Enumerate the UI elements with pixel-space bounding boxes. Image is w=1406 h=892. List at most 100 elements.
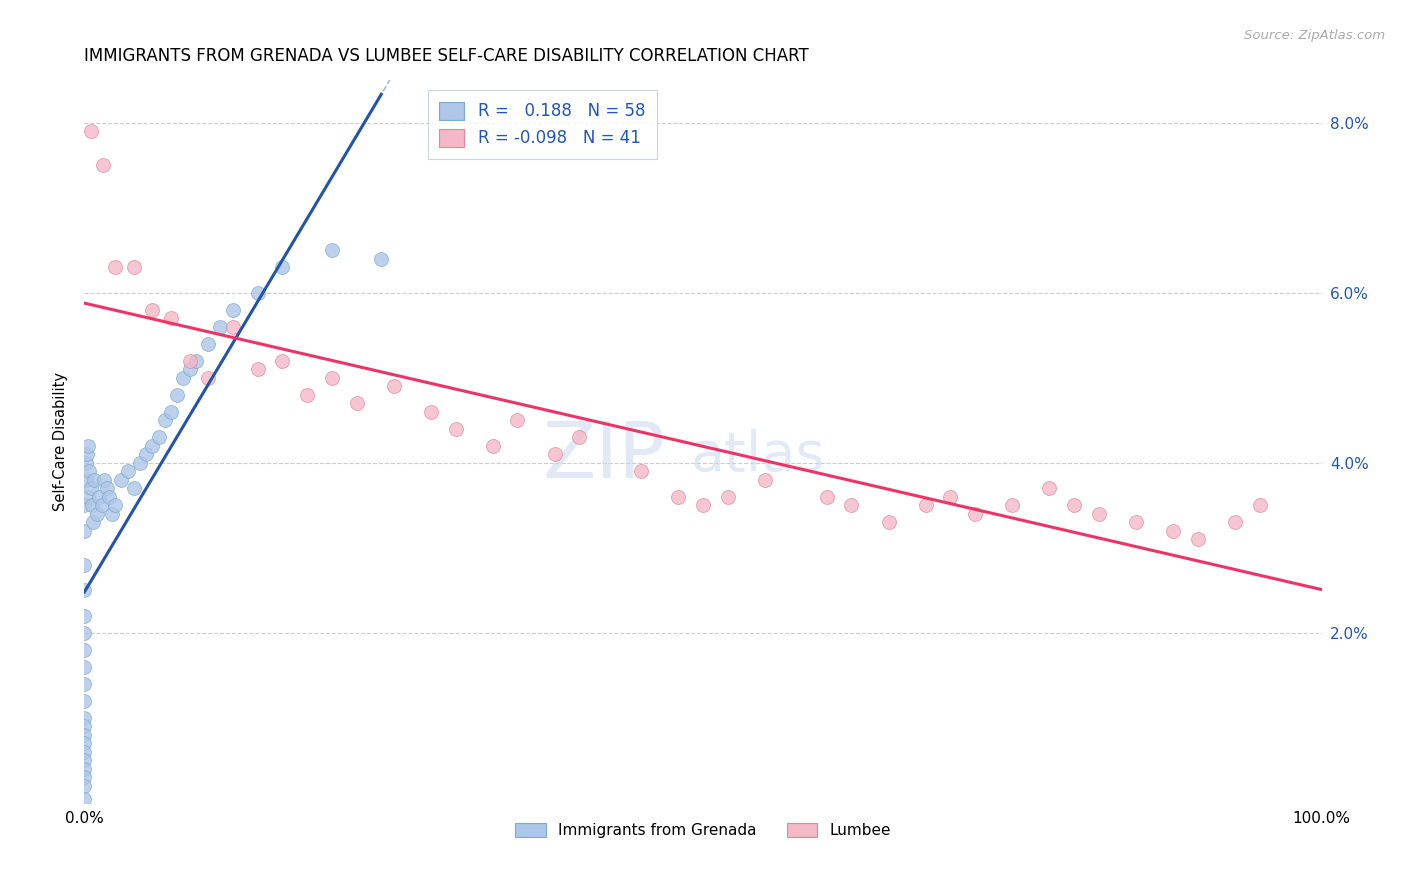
- Point: [271, 260, 294, 275]
- Point: [841, 498, 863, 512]
- Point: [197, 371, 219, 385]
- Point: [370, 252, 392, 266]
- Y-axis label: Self-Care Disability: Self-Care Disability: [52, 372, 67, 511]
- Point: [104, 498, 127, 512]
- Point: [197, 336, 219, 351]
- Legend: Immigrants from Grenada, Lumbee: Immigrants from Grenada, Lumbee: [509, 817, 897, 845]
- Point: [877, 516, 900, 530]
- Point: [75, 456, 97, 470]
- Point: [75, 473, 97, 487]
- Point: [1249, 498, 1271, 512]
- Point: [419, 405, 441, 419]
- Point: [98, 490, 121, 504]
- Point: [630, 464, 652, 478]
- Point: [79, 464, 101, 478]
- Point: [754, 473, 776, 487]
- Point: [1125, 516, 1147, 530]
- Point: [77, 490, 100, 504]
- Point: [73, 524, 96, 538]
- Text: ZIP: ZIP: [543, 418, 666, 494]
- Point: [73, 753, 96, 767]
- Point: [73, 625, 96, 640]
- Point: [96, 481, 118, 495]
- Point: [93, 473, 115, 487]
- Point: [568, 430, 591, 444]
- Point: [73, 711, 96, 725]
- Point: [91, 158, 114, 172]
- Point: [1063, 498, 1085, 512]
- Point: [160, 311, 183, 326]
- Point: [1088, 507, 1111, 521]
- Point: [179, 353, 201, 368]
- Point: [1038, 481, 1060, 495]
- Point: [179, 362, 201, 376]
- Point: [73, 608, 96, 623]
- Point: [222, 302, 245, 317]
- Text: atlas: atlas: [690, 429, 825, 483]
- Point: [73, 642, 96, 657]
- Point: [79, 124, 101, 138]
- Point: [444, 422, 467, 436]
- Point: [543, 447, 565, 461]
- Point: [86, 507, 108, 521]
- Point: [122, 481, 145, 495]
- Point: [110, 473, 132, 487]
- Point: [73, 745, 96, 759]
- Point: [77, 439, 100, 453]
- Point: [1223, 516, 1246, 530]
- Point: [1161, 524, 1184, 538]
- Point: [222, 319, 245, 334]
- Point: [1187, 533, 1209, 547]
- Point: [1001, 498, 1024, 512]
- Point: [815, 490, 838, 504]
- Point: [153, 413, 176, 427]
- Point: [321, 244, 343, 258]
- Point: [481, 439, 503, 453]
- Point: [172, 371, 194, 385]
- Point: [89, 490, 111, 504]
- Point: [184, 353, 207, 368]
- Point: [73, 728, 96, 742]
- Point: [73, 791, 96, 805]
- Point: [80, 498, 103, 512]
- Point: [666, 490, 689, 504]
- Point: [692, 498, 714, 512]
- Point: [209, 319, 232, 334]
- Text: IMMIGRANTS FROM GRENADA VS LUMBEE SELF-CARE DISABILITY CORRELATION CHART: IMMIGRANTS FROM GRENADA VS LUMBEE SELF-C…: [84, 47, 808, 65]
- Point: [122, 260, 145, 275]
- Point: [914, 498, 936, 512]
- Point: [295, 388, 318, 402]
- Point: [73, 770, 96, 784]
- Point: [73, 762, 96, 776]
- Point: [939, 490, 962, 504]
- Point: [100, 507, 122, 521]
- Point: [271, 353, 294, 368]
- Point: [117, 464, 139, 478]
- Point: [73, 779, 96, 793]
- Point: [83, 473, 105, 487]
- Point: [104, 260, 127, 275]
- Point: [79, 481, 101, 495]
- Point: [148, 430, 170, 444]
- Point: [73, 498, 96, 512]
- Point: [73, 583, 96, 598]
- Point: [141, 302, 163, 317]
- Point: [717, 490, 740, 504]
- Point: [73, 719, 96, 733]
- Point: [382, 379, 405, 393]
- Point: [76, 447, 98, 461]
- Point: [73, 558, 96, 572]
- Point: [160, 405, 183, 419]
- Point: [246, 362, 269, 376]
- Point: [246, 285, 269, 300]
- Point: [73, 677, 96, 691]
- Point: [141, 439, 163, 453]
- Point: [82, 516, 104, 530]
- Point: [129, 456, 152, 470]
- Point: [73, 660, 96, 674]
- Point: [73, 694, 96, 708]
- Point: [346, 396, 368, 410]
- Text: Source: ZipAtlas.com: Source: ZipAtlas.com: [1244, 29, 1385, 42]
- Point: [321, 371, 343, 385]
- Point: [166, 388, 188, 402]
